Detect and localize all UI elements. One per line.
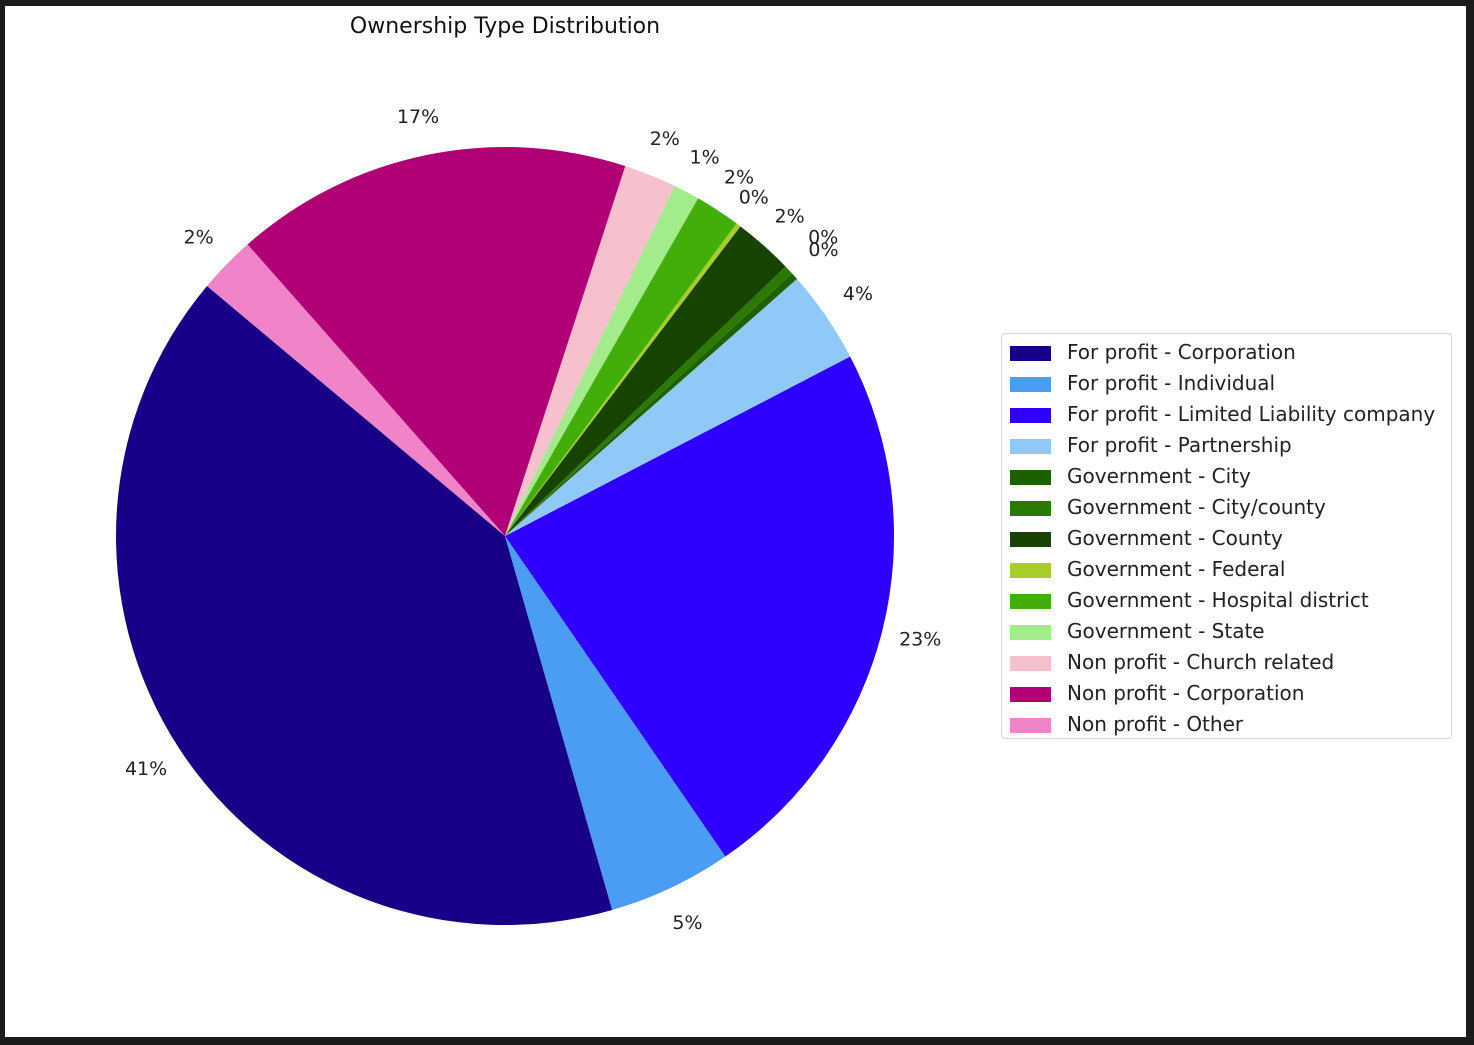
legend-swatch [1010,718,1051,733]
legend-swatch [1010,687,1051,702]
pie-slice-government-federal [505,223,741,536]
legend-swatch [1010,439,1051,454]
legend-item: For profit - Partnership [1002,429,1451,460]
legend-item: For profit - Individual [1002,367,1451,398]
pie-pct-label: 5% [672,912,702,934]
legend-label: Government - County [1067,526,1283,550]
pie-slice-for-profit-corporation [116,285,613,925]
pie-pct-label: 2% [184,226,214,248]
legend-item: For profit - Corporation [1002,336,1451,367]
legend-swatch [1010,656,1051,671]
pie-slice-government-city [505,273,797,536]
legend-item: Government - City/county [1002,491,1451,522]
pie-pct-label: 2% [650,128,680,150]
legend-label: Non profit - Church related [1067,650,1335,674]
chart-title: Ownership Type Distribution [349,14,661,39]
legend-label: For profit - Partnership [1067,433,1292,457]
legend-item: Non profit - Corporation [1002,677,1451,708]
legend-label: For profit - Individual [1067,371,1276,395]
legend-label: Government - Hospital district [1067,588,1369,612]
legend-swatch [1010,377,1051,392]
pie-pct-label: 0% [808,239,838,261]
legend-item: Government - Hospital district [1002,584,1451,615]
pie-pct-label: 41% [125,758,167,780]
pie-slice-for-profit-individual [505,536,726,910]
pie-slice-government-county [505,226,786,536]
legend-item: Government - City [1002,460,1451,491]
legend-item: For profit - Limited Liability company [1002,398,1451,429]
pie-slice-government-city-county [505,266,793,536]
legend-label: Government - City [1067,464,1251,488]
pie-slice-government-state [505,185,699,536]
pie-pct-label: 2% [724,167,754,189]
legend-label: Government - Federal [1067,557,1286,581]
legend-item: Government - State [1002,615,1451,646]
legend-item: Government - County [1002,522,1451,553]
pie-slice-for-profit-limited-liability-company [505,356,895,857]
legend-swatch [1010,625,1051,640]
chart-legend: For profit - Corporation For profit - Ind… [1001,333,1452,739]
legend-item: Non profit - Church related [1002,646,1451,677]
pie-slice-non-profit-corporation [247,146,626,536]
legend-label: For profit - Limited Liability company [1067,402,1436,426]
legend-swatch [1010,346,1051,361]
legend-swatch [1010,563,1051,578]
pie-pct-label: 23% [899,629,941,651]
legend-swatch [1010,532,1051,547]
legend-label: Government - State [1067,619,1265,643]
legend-swatch [1010,408,1051,423]
legend-item: Government - Federal [1002,553,1451,584]
legend-label: For profit - Corporation [1067,340,1296,364]
legend-item: Non profit - Other [1002,708,1451,739]
pie-pct-label: 17% [397,106,439,128]
pie-slice-non-profit-other [207,244,505,536]
legend-label: Government - City/county [1067,495,1326,519]
legend-swatch [1010,470,1051,485]
pie-slice-government-hospital-district [505,198,737,536]
pie-pct-label: 0% [808,226,838,248]
pie-pct-label: 4% [843,283,873,305]
pie-pct-label: 0% [739,187,769,209]
legend-swatch [1010,594,1051,609]
pie-slice-non-profit-church-related [505,166,675,536]
pie-pct-label: 2% [775,206,805,228]
legend-swatch [1010,501,1051,516]
pie-slice-for-profit-partnership [505,278,851,536]
legend-label: Non profit - Corporation [1067,681,1305,705]
legend-label: Non profit - Other [1067,712,1244,736]
pie-pct-label: 1% [690,147,720,169]
